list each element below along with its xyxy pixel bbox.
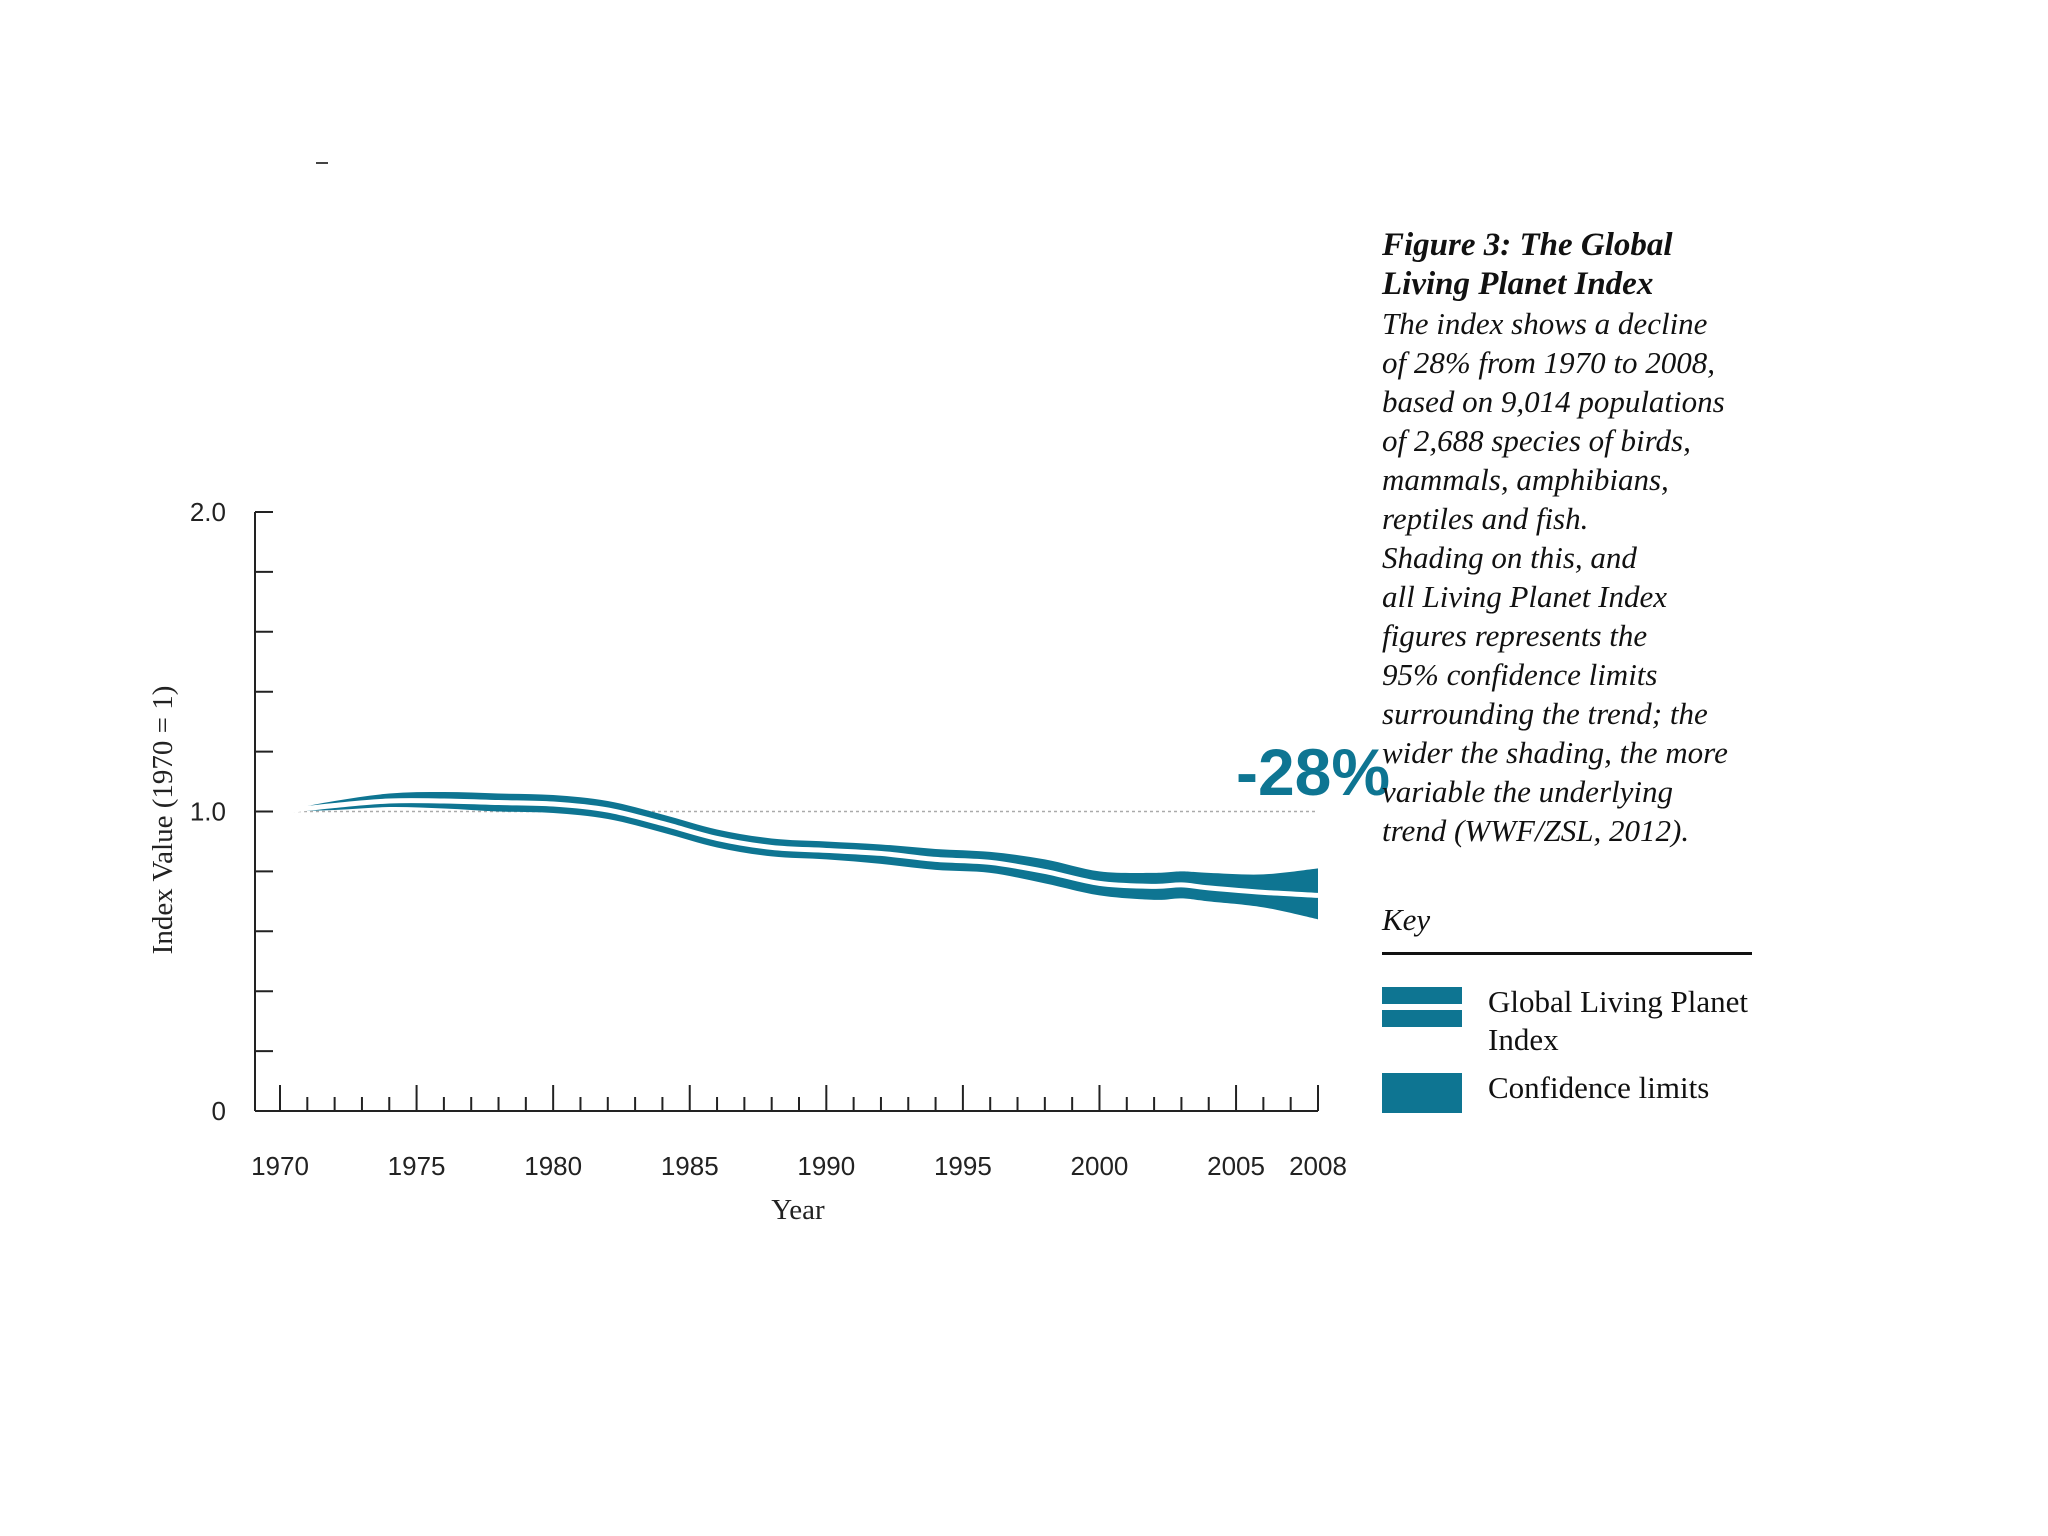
figure-title-line: Figure 3: The Global	[1382, 227, 1673, 263]
x-tick-label: 1980	[524, 1151, 582, 1181]
x-tick-label: 2005	[1207, 1151, 1265, 1181]
caption-line: reptiles and fish.	[1382, 501, 1589, 536]
legend-label: Confidence limits	[1488, 1070, 1710, 1105]
x-axis-title: Year	[771, 1194, 825, 1226]
caption-line: trend (WWF/ZSL, 2012).	[1382, 813, 1690, 848]
caption-line: 95% confidence limits	[1382, 657, 1658, 692]
y-tick-label: 1.0	[190, 797, 226, 827]
caption-line: variable the underlying	[1382, 774, 1673, 809]
legend-item-confidence: Confidence limits	[1382, 1069, 1752, 1113]
figure-title-line: Living Planet Index	[1382, 266, 1654, 302]
legend-label: Global Living Planet	[1488, 984, 1749, 1019]
legend-title: Key	[1382, 902, 1752, 955]
confidence-band-area	[280, 792, 1318, 920]
caption-line: of 2,688 species of birds,	[1382, 423, 1691, 458]
caption-line: Shading on this, and	[1382, 540, 1637, 575]
y-axis-title: Index Value (1970 = 1)	[147, 686, 179, 955]
caption-line: figures represents the	[1382, 618, 1648, 653]
x-tick-label: 2000	[1071, 1151, 1129, 1181]
index-line	[277, 798, 1321, 898]
decline-annotation: -28%	[1236, 735, 1390, 809]
axes: 0 1.0 2.0 1970 1975 1980 1985 1990 1995 2000 2005 2…	[190, 497, 1347, 1181]
index-swatch-icon	[1382, 987, 1462, 1027]
caption-line: based on 9,014 populations	[1382, 384, 1725, 419]
index-line-group	[277, 798, 1321, 898]
legend-item-index: Global Living Planet Index	[1382, 983, 1752, 1059]
caption-line: surrounding the trend; the	[1382, 696, 1708, 731]
stray-mark	[316, 162, 328, 164]
y-tick-label: 2.0	[190, 497, 226, 527]
caption-line: mammals, amphibians,	[1382, 462, 1669, 497]
confidence-band	[280, 792, 1318, 920]
legend-label: Index	[1488, 1022, 1559, 1057]
caption-line: all Living Planet Index	[1382, 579, 1667, 614]
caption-line: wider the shading, the more	[1382, 735, 1728, 770]
x-tick-label: 1995	[934, 1151, 992, 1181]
x-tick-label: 1985	[661, 1151, 719, 1181]
y-tick-label: 0	[212, 1096, 226, 1126]
x-tick-label: 1970	[251, 1151, 309, 1181]
x-tick-label: 1975	[388, 1151, 446, 1181]
figure-caption: Figure 3: The Global Living Planet Index…	[1382, 226, 1802, 850]
x-tick-label: 1990	[797, 1151, 855, 1181]
confidence-swatch-icon	[1382, 1073, 1462, 1113]
x-tick-label: 2008	[1289, 1151, 1347, 1181]
legend: Key Global Living Planet Index Confidenc…	[1382, 902, 1752, 1123]
caption-line: The index shows a decline	[1382, 306, 1708, 341]
caption-line: of 28% from 1970 to 2008,	[1382, 345, 1715, 380]
